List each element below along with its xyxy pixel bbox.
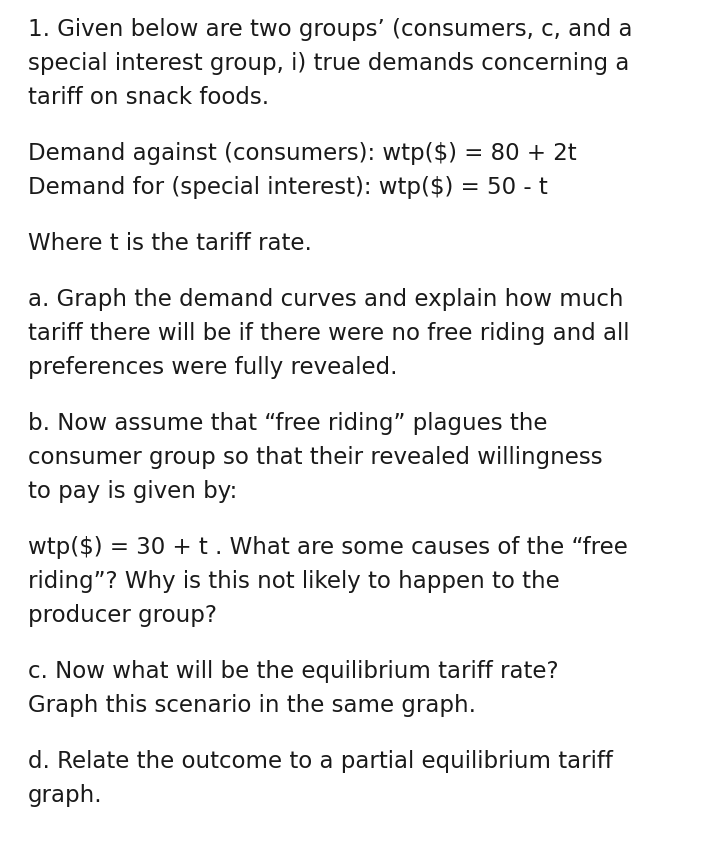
Text: producer group?: producer group? [28, 604, 217, 627]
Text: b. Now assume that “free riding” plagues the: b. Now assume that “free riding” plagues… [28, 412, 547, 435]
Text: Graph this scenario in the same graph.: Graph this scenario in the same graph. [28, 694, 476, 717]
Text: tariff on snack foods.: tariff on snack foods. [28, 86, 269, 109]
Text: special interest group, i) true demands concerning a: special interest group, i) true demands … [28, 52, 629, 75]
Text: c. Now what will be the equilibrium tariff rate?: c. Now what will be the equilibrium tari… [28, 660, 559, 683]
Text: Where t is the tariff rate.: Where t is the tariff rate. [28, 232, 312, 255]
Text: preferences were fully revealed.: preferences were fully revealed. [28, 356, 397, 379]
Text: 1. Given below are two groups’ (consumers, c, and a: 1. Given below are two groups’ (consumer… [28, 18, 632, 41]
Text: tariff there will be if there were no free riding and all: tariff there will be if there were no fr… [28, 322, 629, 345]
Text: to pay is given by:: to pay is given by: [28, 480, 238, 503]
Text: graph.: graph. [28, 784, 103, 807]
Text: wtp($) = 30 + t . What are some causes of the “free: wtp($) = 30 + t . What are some causes o… [28, 536, 628, 559]
Text: Demand against (consumers): wtp($) = 80 + 2t: Demand against (consumers): wtp($) = 80 … [28, 142, 577, 165]
Text: riding”? Why is this not likely to happen to the: riding”? Why is this not likely to happe… [28, 570, 559, 593]
Text: a. Graph the demand curves and explain how much: a. Graph the demand curves and explain h… [28, 288, 624, 311]
Text: d. Relate the outcome to a partial equilibrium tariff: d. Relate the outcome to a partial equil… [28, 750, 613, 773]
Text: Demand for (special interest): wtp($) = 50 - t: Demand for (special interest): wtp($) = … [28, 176, 548, 199]
Text: consumer group so that their revealed willingness: consumer group so that their revealed wi… [28, 446, 603, 469]
